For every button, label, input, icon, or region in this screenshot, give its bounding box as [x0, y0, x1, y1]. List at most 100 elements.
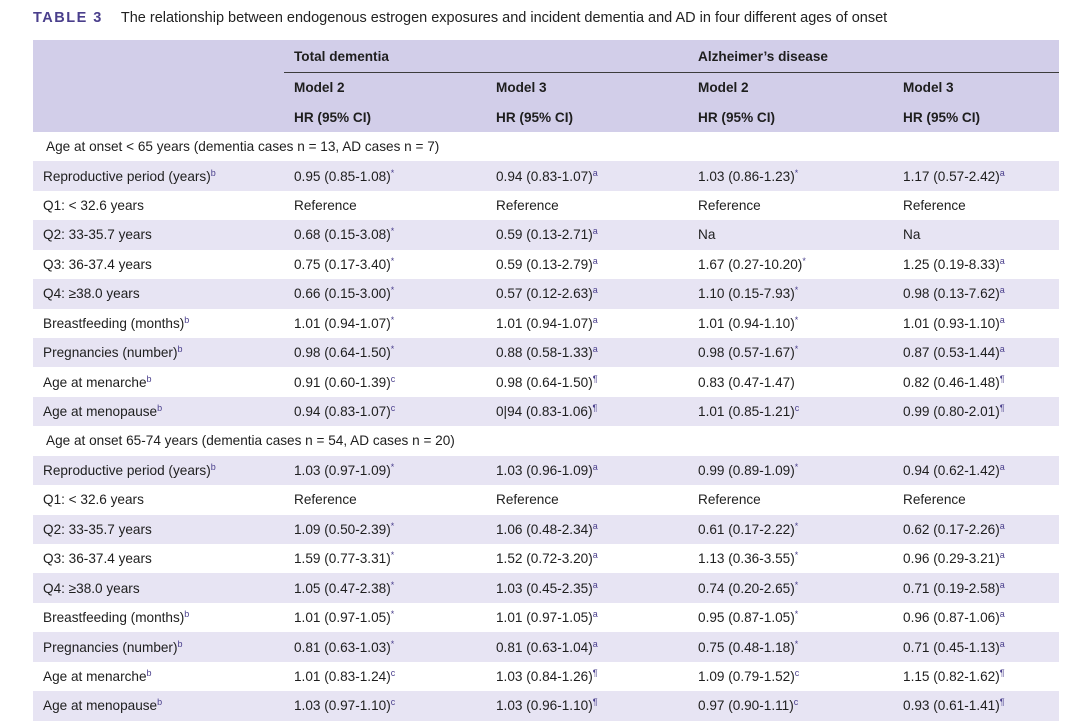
hr-value-cell: 0.98 (0.64-1.50)¶ [486, 367, 689, 397]
hr-value-cell: 1.03 (0.84-1.26)¶ [486, 661, 689, 692]
table-row: Q1: < 32.6 years Reference Reference Refere… [33, 190, 1060, 221]
table-row: Q2: 33-35.7 years 0.68 (0.15-3.08)* 0.59 (… [33, 220, 1060, 250]
hr-value: 0.96 (0.29-3.21) [903, 551, 1000, 567]
hr-value: Na [903, 227, 921, 243]
hr-value: 0.59 (0.13-2.71) [496, 227, 593, 243]
hr-value-cell: 1.09 (0.79-1.52)c [688, 661, 894, 692]
footnote-marker: * [794, 579, 799, 590]
hr-value: 1.01 (0.94-1.07) [496, 315, 593, 331]
table-row: Age at menarcheb 0.91 (0.60-1.39)c 0.98 (0… [33, 367, 1060, 397]
footnote-marker: * [390, 344, 395, 355]
footnote-marker: * [794, 285, 799, 296]
header-metric: HR (95% CI) [893, 102, 1060, 132]
footnote-marker: a [592, 226, 598, 237]
row-label: Q2: 33-35.7 years [43, 227, 152, 243]
hr-value: 0.81 (0.63-1.04) [496, 639, 593, 655]
hr-value-cell: 1.03 (0.45-2.35)a [486, 573, 689, 603]
hr-value: 0.87 (0.53-1.44) [903, 345, 1000, 361]
header-group-total-dementia: Total dementia [284, 40, 689, 73]
hr-value-cell: 0.99 (0.89-1.09)* [688, 455, 894, 486]
hr-value-cell: 1.01 (0.83-1.24)c [284, 661, 486, 692]
hr-value: 0.95 (0.85-1.08) [294, 168, 391, 184]
footnote-marker: a [999, 314, 1005, 325]
row-label-cell: Reproductive period (years)b [33, 455, 284, 486]
footnote-marker: a [999, 638, 1005, 649]
row-label: Age at menopause [43, 404, 158, 420]
row-label: Pregnancies (number) [43, 639, 178, 655]
hr-value: 1.01 (0.94-1.07) [294, 315, 391, 331]
row-label-cell: Q2: 33-35.7 years [33, 514, 284, 544]
footnote-marker: a [999, 461, 1005, 472]
footnote-marker: * [794, 609, 799, 620]
hr-value: 1.03 (0.45-2.35) [496, 580, 593, 596]
row-label: Q1: < 32.6 years [43, 197, 144, 213]
footnote-marker: a [999, 285, 1005, 296]
hr-value: 1.03 (0.84-1.26) [496, 668, 593, 684]
table-caption: TABLE 3 The relationship between endogeno… [33, 10, 887, 26]
row-label: Q1: < 32.6 years [43, 492, 144, 508]
hr-value-cell: 0.71 (0.19-2.58)a [893, 573, 1060, 603]
hr-value-cell: 1.03 (0.96-1.09)a [486, 455, 689, 486]
hr-value-cell: 0.71 (0.45-1.13)a [893, 632, 1060, 662]
hr-value-cell: Na [688, 220, 894, 250]
row-label-cell: Age at menopauseb [33, 691, 284, 721]
row-label: Reproductive period (years) [43, 168, 211, 184]
footnote-marker: * [794, 314, 799, 325]
hr-value: Reference [294, 492, 357, 508]
header-group-alzheimers: Alzheimer’s disease [688, 40, 1060, 73]
footnote-marker: * [794, 550, 799, 561]
footnote-marker: a [592, 461, 598, 472]
hr-value: 1.09 (0.50-2.39) [294, 521, 391, 537]
hr-value-cell: Reference [688, 485, 894, 515]
hr-value-cell: 0.75 (0.17-3.40)* [284, 249, 486, 280]
footnote-marker: * [390, 167, 395, 178]
footnote-marker: ¶ [592, 697, 598, 708]
hr-value-cell: Reference [893, 485, 1060, 515]
footnote-marker: * [390, 609, 395, 620]
footnote-marker: a [999, 550, 1005, 561]
hr-value: 0.66 (0.15-3.00) [294, 286, 391, 302]
row-label: Age at menarche [43, 668, 147, 684]
hr-value-cell: Reference [893, 190, 1060, 221]
footnote-marker: a [592, 167, 598, 178]
footnote-marker: ¶ [999, 373, 1005, 384]
table-row: Q3: 36-37.4 years 0.75 (0.17-3.40)* 0.59 (… [33, 249, 1060, 280]
row-label-cell: Reproductive period (years)b [33, 161, 284, 191]
footnote-marker: c [390, 667, 396, 678]
hr-value: 1.01 (0.93-1.10) [903, 315, 1000, 331]
hr-value: 1.25 (0.19-8.33) [903, 256, 1000, 272]
hr-value: 0.88 (0.58-1.33) [496, 345, 593, 361]
hr-value: 0.99 (0.89-1.09) [698, 462, 795, 478]
hr-value-cell: 0.68 (0.15-3.08)* [284, 220, 486, 250]
hr-value: 1.05 (0.47-2.38) [294, 580, 391, 596]
table-row: Q4: ≥38.0 years 0.66 (0.15-3.00)* 0.57 (0.… [33, 279, 1060, 309]
hr-value: 0.94 (0.83-1.07) [294, 404, 391, 420]
hr-value: 0.83 (0.47-1.47) [698, 374, 795, 390]
hr-value: 1.01 (0.85-1.21) [698, 404, 795, 420]
hr-value-cell: 0.98 (0.64-1.50)* [284, 337, 486, 368]
footnote-marker: * [794, 344, 799, 355]
footnote-marker: * [794, 461, 799, 472]
row-label: Q2: 33-35.7 years [43, 521, 152, 537]
hr-value: 0.57 (0.12-2.63) [496, 286, 593, 302]
hr-value-cell: 0.74 (0.20-2.65)* [688, 573, 894, 603]
footnote-marker: a [999, 167, 1005, 178]
hr-value: 0.62 (0.17-2.26) [903, 521, 1000, 537]
hr-value: 0|94 (0.83-1.06) [496, 404, 593, 420]
hr-value: Na [698, 227, 716, 243]
hr-value: 0.94 (0.62-1.42) [903, 462, 1000, 478]
hr-value-cell: 0.81 (0.63-1.04)a [486, 632, 689, 662]
footnote-marker: c [794, 403, 800, 414]
table-row: Reproductive period (years)b 0.95 (0.85-1… [33, 161, 1060, 191]
hr-value: 1.13 (0.36-3.55) [698, 551, 795, 567]
header-metric: HR (95% CI) [486, 102, 689, 132]
hr-value-cell: 1.52 (0.72-3.20)a [486, 544, 689, 574]
footnote-marker: a [592, 520, 598, 531]
footnote-marker: a [592, 255, 598, 266]
footnote-marker: * [390, 314, 395, 325]
footnote-marker: b [184, 314, 190, 325]
hr-value: 0.99 (0.80-2.01) [903, 404, 1000, 420]
table-row: Q1: < 32.6 years Reference Reference Refere… [33, 485, 1060, 515]
hr-value: Reference [903, 492, 966, 508]
table-row: Age at menarcheb 1.01 (0.83-1.24)c 1.03 (0… [33, 661, 1060, 692]
